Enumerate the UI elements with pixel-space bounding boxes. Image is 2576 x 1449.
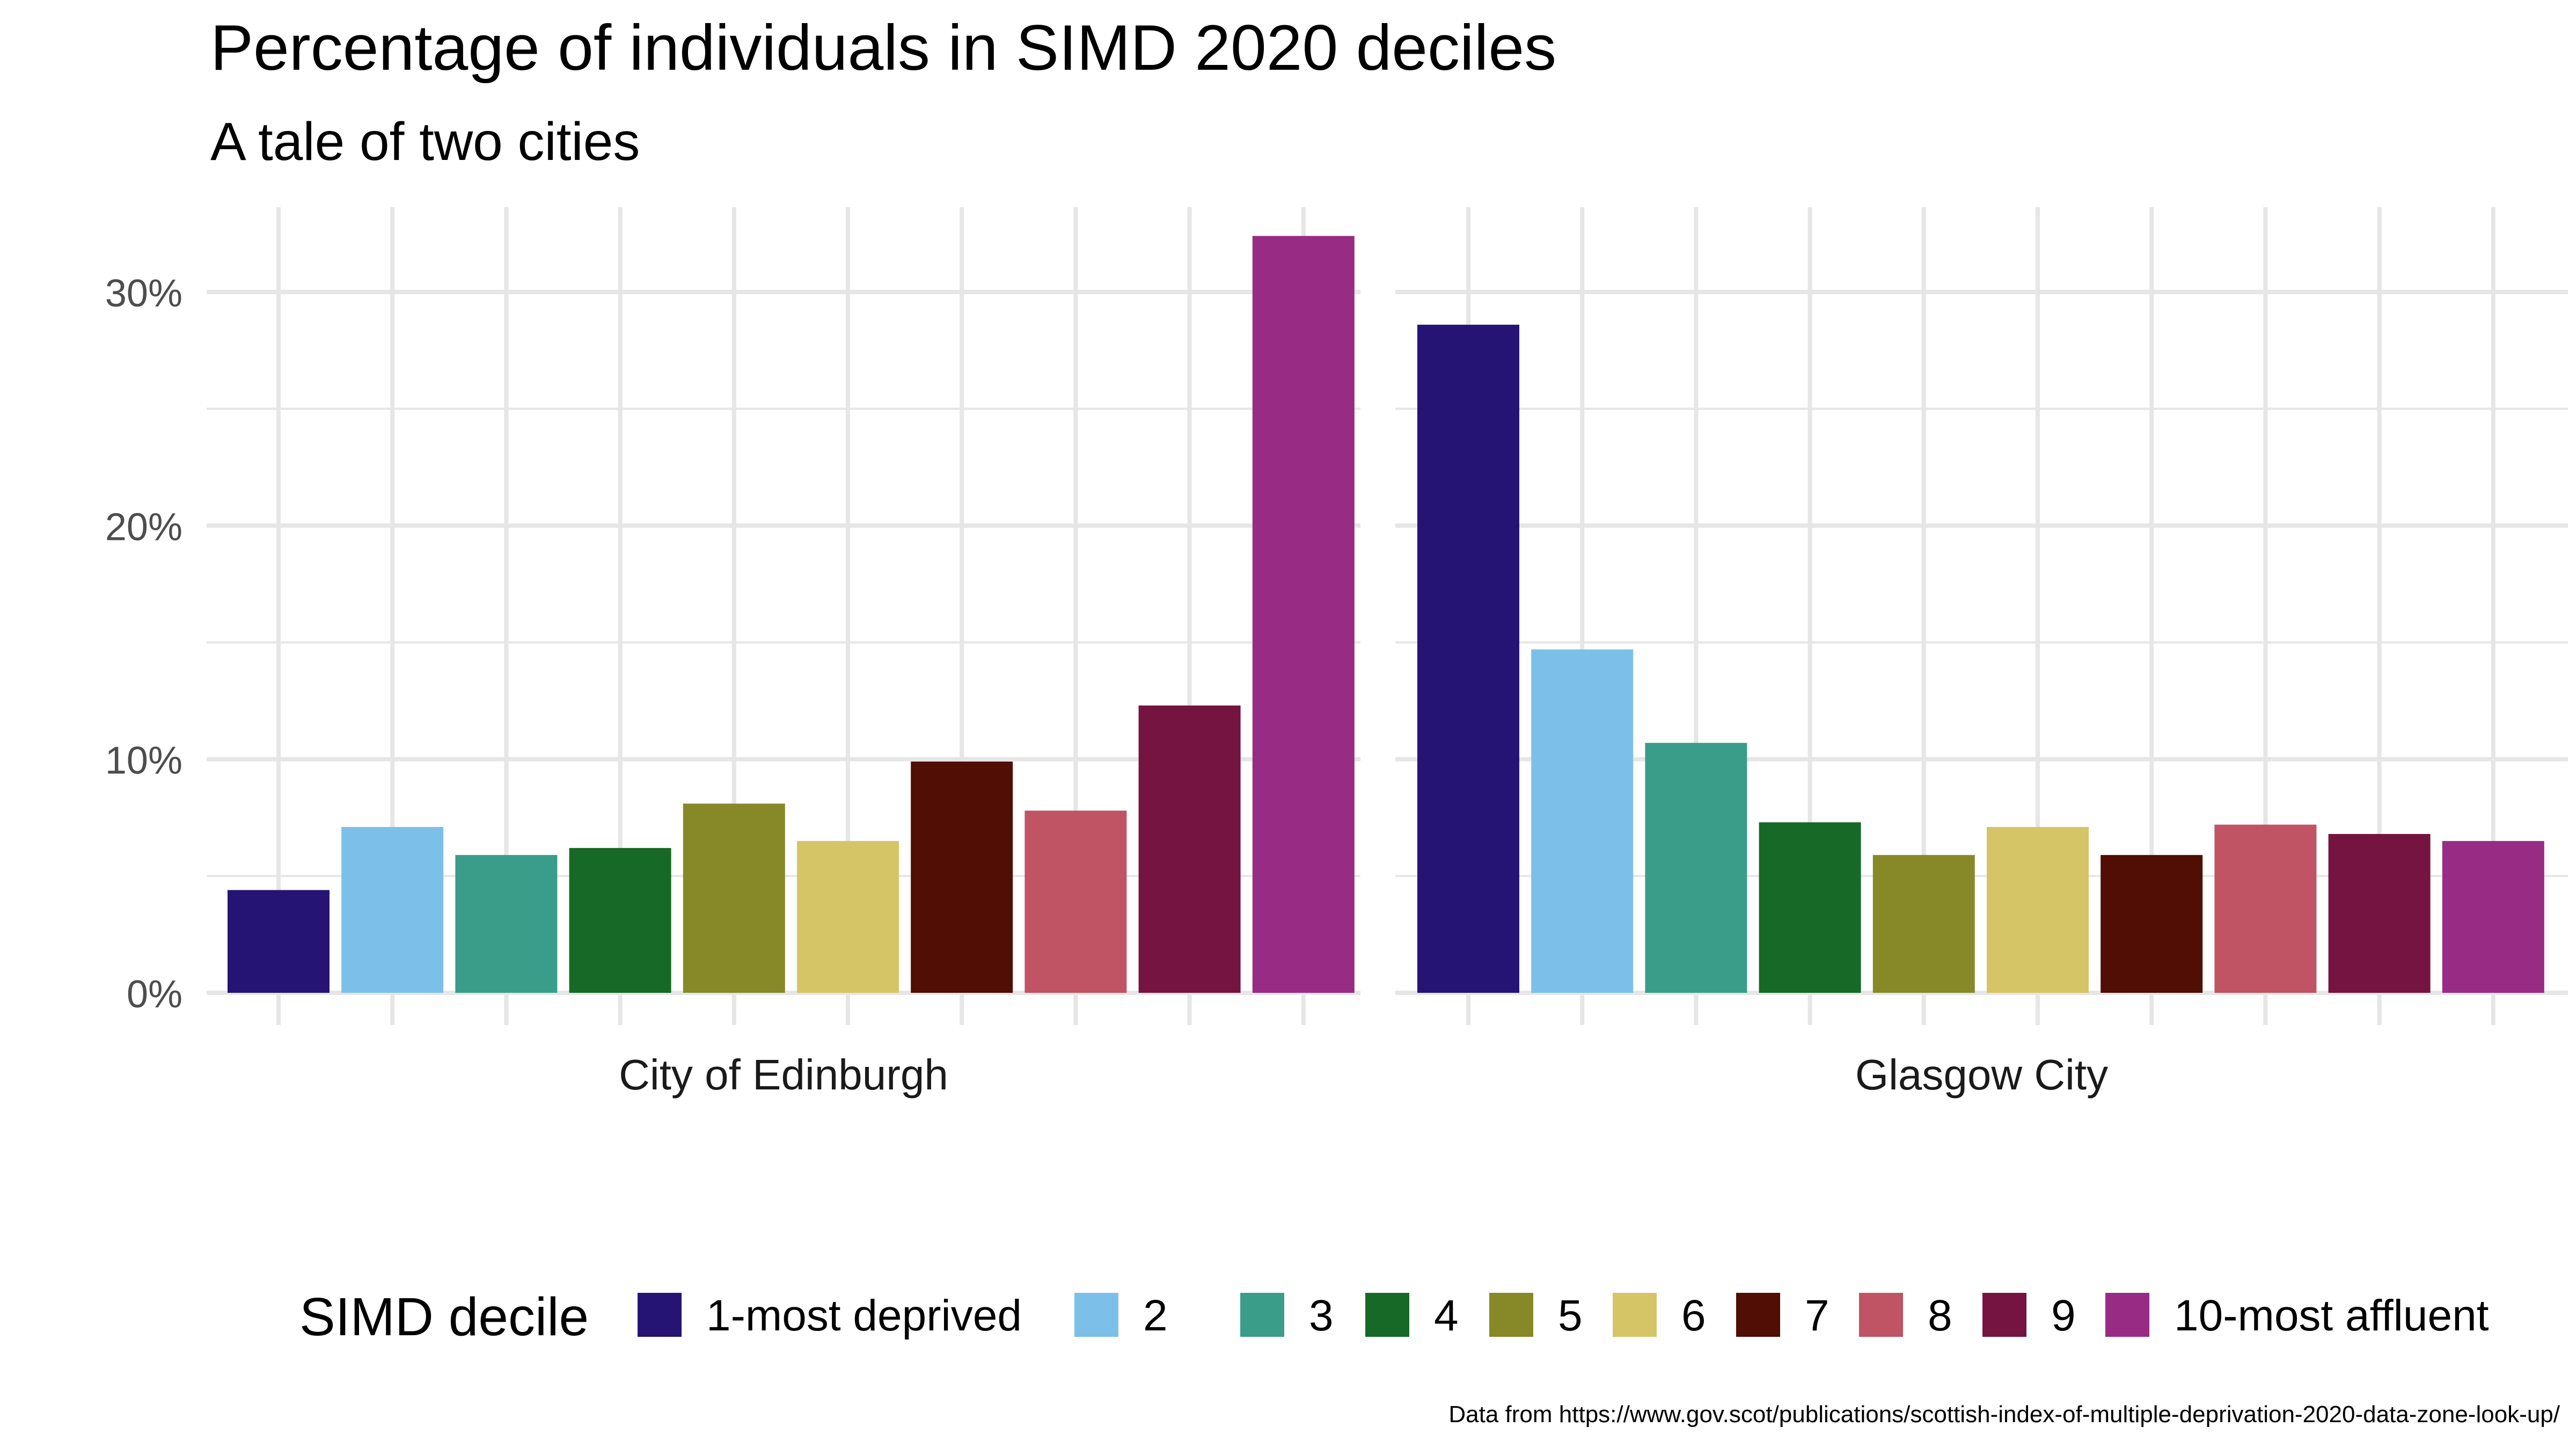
legend-item: 8 (1859, 1291, 1952, 1340)
facet-panel: City of Edinburgh (207, 207, 1360, 1099)
chart-title: Percentage of individuals in SIMD 2020 d… (210, 12, 1556, 84)
legend-swatch (638, 1293, 682, 1337)
legend-item: 7 (1736, 1291, 1829, 1340)
legend-item: 2 (1074, 1291, 1168, 1340)
legend-item: 10-most affluent (2105, 1291, 2489, 1340)
plot-area: City of Edinburgh Glasgow City 0% 10% 20% 30% (105, 207, 2568, 1099)
legend-swatch (1859, 1293, 1903, 1337)
legend-item: 9 (1982, 1291, 2076, 1340)
legend-swatch (2105, 1293, 2149, 1337)
legend-item: 6 (1613, 1291, 1706, 1340)
legend-item: 1-most deprived (638, 1291, 1022, 1340)
legend-label: 1-most deprived (706, 1291, 1022, 1340)
bar (2442, 841, 2544, 993)
bar (911, 762, 1013, 993)
bar (1531, 649, 1634, 993)
legend-swatch (1240, 1293, 1284, 1337)
legend-label: 10-most affluent (2174, 1291, 2489, 1340)
bar (1252, 236, 1355, 993)
legend-swatch (1489, 1293, 1533, 1337)
facet-panel: Glasgow City (1395, 207, 2568, 1099)
bar (1987, 826, 2089, 993)
facet-label: Glasgow City (1855, 1051, 2108, 1099)
legend-title: SIMD decile (299, 1287, 589, 1347)
legend-label: 4 (1434, 1291, 1459, 1340)
legend-item: 3 (1240, 1291, 1334, 1340)
legend-swatch (1613, 1293, 1657, 1337)
bar (683, 803, 785, 993)
bar (1138, 705, 1241, 993)
bar (2214, 824, 2317, 993)
bar (341, 826, 444, 993)
legend-item: 5 (1489, 1291, 1583, 1340)
bar (1417, 325, 1519, 993)
y-tick-label: 20% (105, 506, 182, 548)
y-tick-label: 30% (105, 272, 182, 315)
legend-swatch (1365, 1293, 1409, 1337)
bar (228, 890, 330, 993)
bar (1645, 743, 1747, 993)
bar (455, 855, 558, 993)
legend-item: 4 (1365, 1291, 1459, 1340)
facet-label: City of Edinburgh (619, 1051, 948, 1099)
y-tick-label: 10% (105, 740, 182, 782)
legend-label: 7 (1805, 1291, 1829, 1340)
bar (569, 848, 671, 993)
legend-label: 9 (2051, 1291, 2076, 1340)
legend-label: 5 (1558, 1291, 1583, 1340)
bar (2328, 834, 2431, 993)
legend: SIMD decile 1-most deprived 2 3 4 5 6 7 8 9 10-mos… (299, 1287, 2489, 1347)
legend-label: 6 (1681, 1291, 1706, 1340)
chart-subtitle: A tale of two cities (210, 112, 640, 172)
bar (1759, 822, 1861, 993)
legend-swatch (1982, 1293, 2026, 1337)
legend-label: 3 (1309, 1291, 1334, 1340)
legend-swatch (1736, 1293, 1780, 1337)
bar (2101, 855, 2203, 993)
bar (797, 841, 899, 993)
chart-caption: Data from https://www.gov.scot/publicati… (1448, 1401, 2560, 1428)
legend-label: 2 (1143, 1291, 1168, 1340)
y-tick-label: 0% (127, 973, 182, 1016)
bar (1872, 855, 1975, 993)
legend-swatch (1074, 1293, 1118, 1337)
legend-label: 8 (1928, 1291, 1952, 1340)
bar (1024, 810, 1127, 993)
